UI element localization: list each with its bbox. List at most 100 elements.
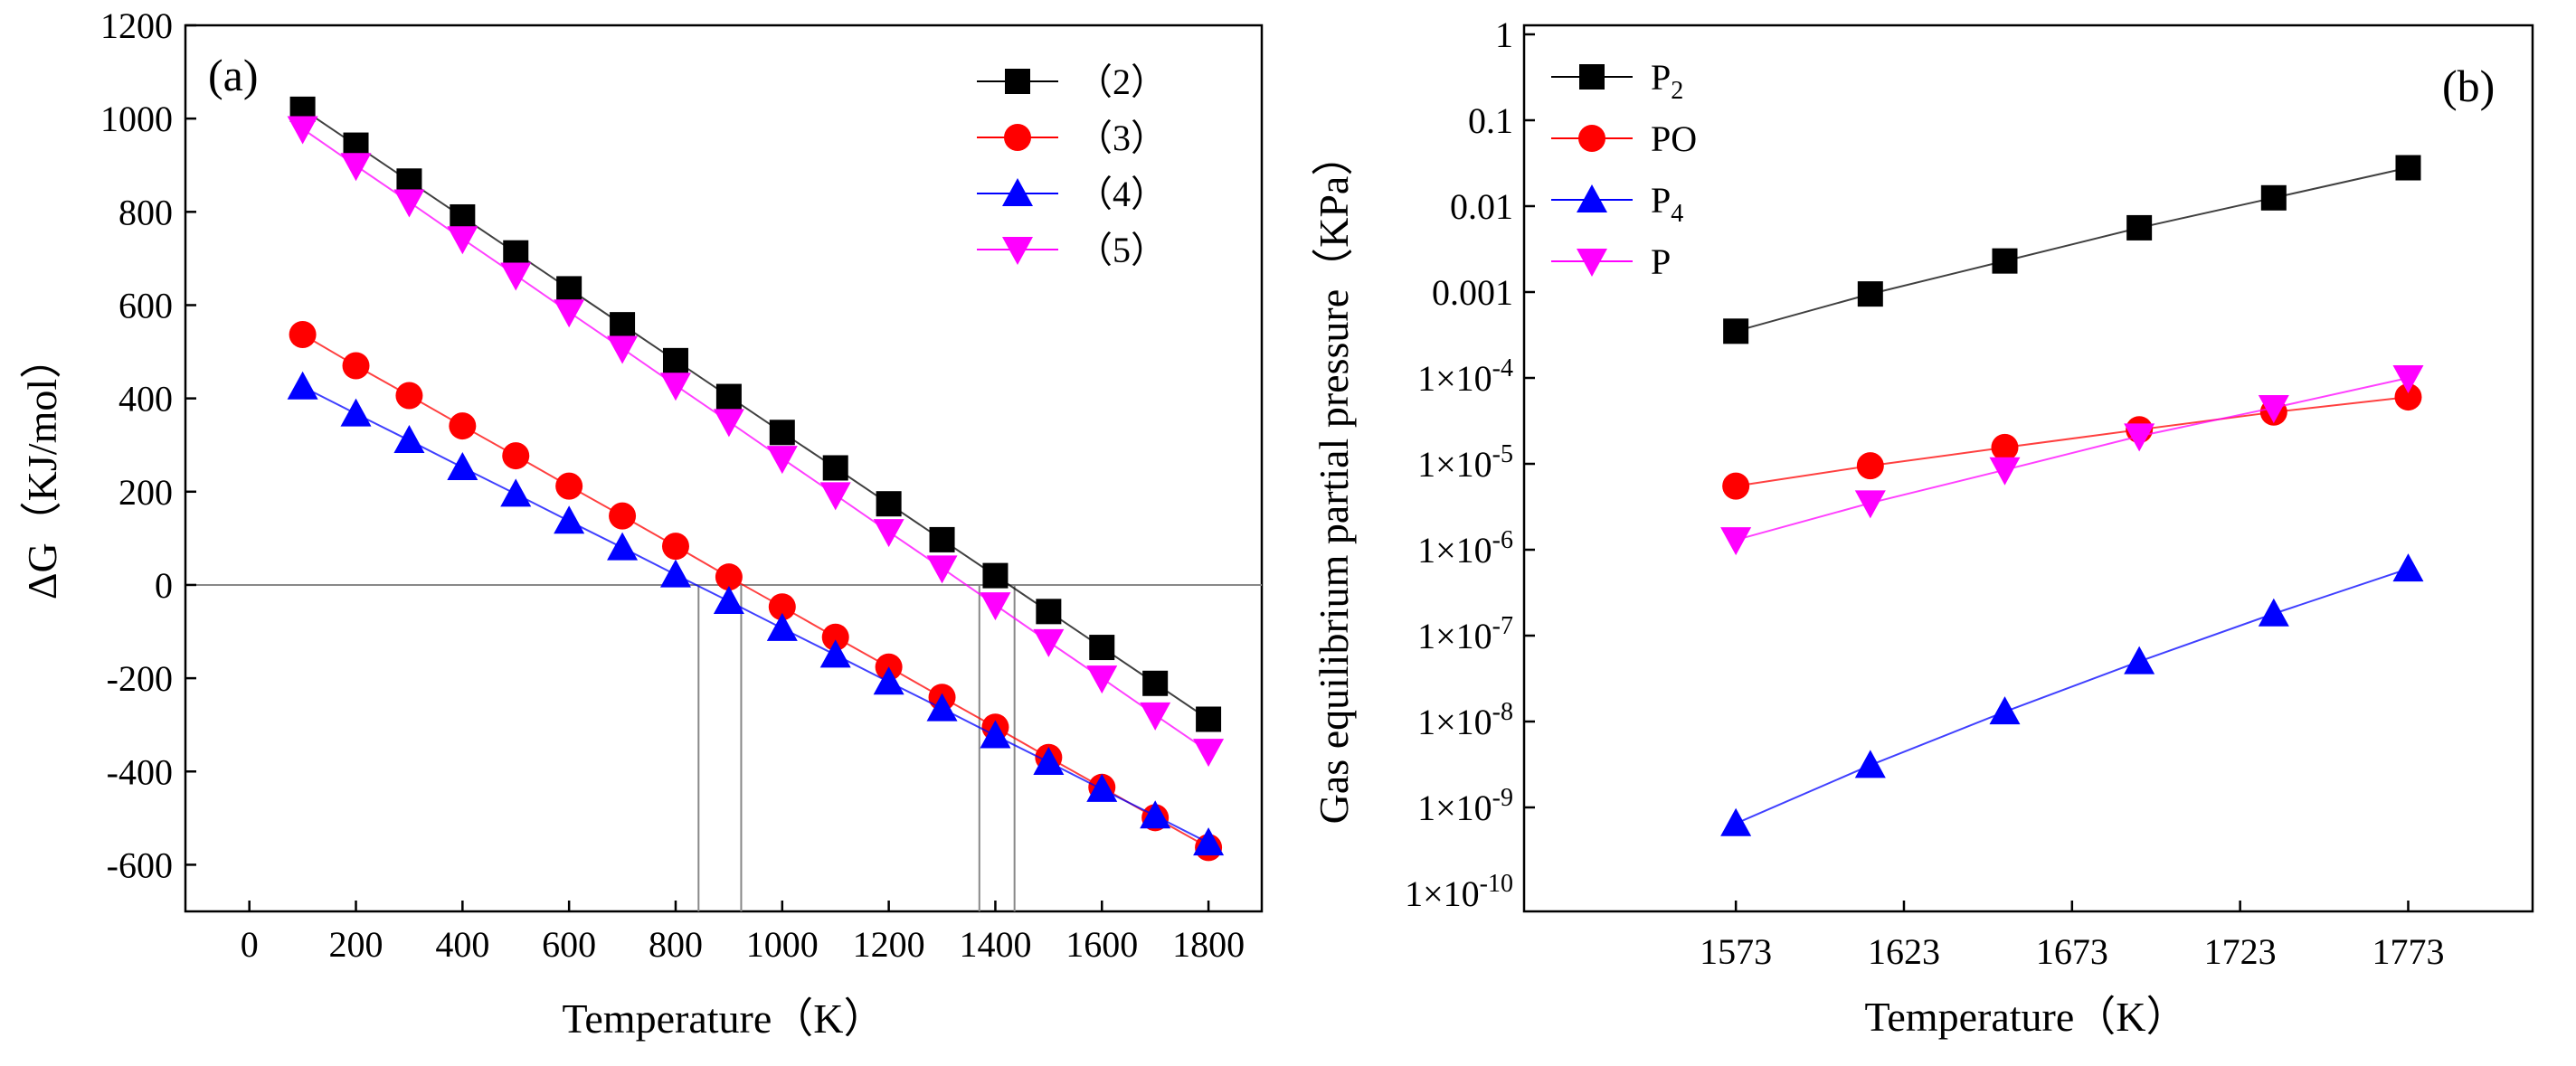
data-point: [1723, 318, 1749, 344]
legend-label: （5）: [1076, 230, 1167, 270]
data-point: [662, 347, 688, 373]
data-point: [502, 442, 530, 470]
data-point: [1140, 702, 1171, 731]
data-point: [1856, 452, 1884, 480]
data-point: [1142, 670, 1169, 696]
y-tick-label: 1000: [100, 99, 173, 139]
data-point: [819, 482, 851, 511]
y-tick-label: 200: [118, 472, 173, 513]
legend-label: （4）: [1076, 174, 1167, 214]
data-point: [980, 720, 1011, 749]
x-tick-label: 1673: [2036, 931, 2108, 972]
data-point: [1991, 433, 2019, 461]
data-point: [980, 592, 1011, 621]
x-tick-label: 400: [435, 924, 489, 965]
data-point: [447, 451, 478, 480]
y-tick-label: 1×10-5: [1417, 440, 1513, 485]
legend-marker: [1579, 64, 1605, 90]
panel-a-reference-lines: [185, 583, 1262, 911]
x-tick-label: 1723: [2204, 931, 2277, 972]
data-point: [342, 352, 370, 380]
data-point: [659, 373, 691, 401]
x-tick-label: 1400: [959, 924, 1031, 965]
y-tick-label: -400: [107, 751, 173, 792]
legend-label: （3）: [1076, 118, 1167, 158]
data-point: [821, 623, 849, 651]
data-point: [2392, 553, 2424, 582]
data-point: [556, 276, 582, 302]
legend-label: P: [1651, 241, 1671, 282]
data-point: [1854, 490, 1886, 519]
data-point: [554, 299, 585, 328]
panel-b-legend: P2 PO P4 P: [1551, 57, 1697, 282]
data-point: [609, 502, 637, 530]
data-point: [555, 472, 583, 500]
panel-b-y-axis-label: Gas equilibrium partial pressure（KPa）: [1311, 135, 1357, 825]
panel-b-label: (b): [2442, 61, 2495, 111]
data-point: [982, 562, 1009, 589]
series-line-1: [289, 96, 1222, 732]
data-point: [713, 409, 744, 438]
data-point: [1140, 800, 1171, 829]
x-tick-label: 1623: [1868, 931, 1940, 972]
data-point: [450, 203, 476, 230]
data-point: [500, 262, 532, 291]
legend-marker: [1578, 125, 1605, 152]
data-point: [500, 478, 532, 507]
panel-b-x-axis-label: Temperature（K）: [1865, 994, 2188, 1040]
data-point: [873, 666, 904, 695]
data-point: [2394, 383, 2422, 411]
data-point: [340, 398, 372, 427]
series-path: [302, 127, 1209, 752]
data-point: [715, 563, 743, 591]
data-point: [340, 153, 372, 182]
x-tick-label: 600: [542, 924, 596, 965]
series-line-4: [287, 116, 1225, 768]
legend-marker: [1005, 69, 1030, 94]
x-tick-label: 1573: [1700, 931, 1772, 972]
y-tick-label: 0.01: [1450, 186, 1513, 227]
y-tick-label: -600: [107, 844, 173, 885]
legend-label: P2: [1651, 57, 1683, 105]
legend-label: （2）: [1076, 61, 1167, 102]
panel-a-y-axis-label: ΔG（KJ/mol）: [19, 337, 65, 599]
data-point: [766, 446, 798, 475]
data-point: [1992, 248, 2018, 274]
panel-a-x-axis-label: Temperature（K）: [563, 995, 886, 1042]
data-point: [713, 586, 744, 614]
data-point: [1857, 281, 1883, 307]
data-point: [715, 383, 742, 410]
data-point: [819, 639, 851, 668]
y-tick-label: 1×10-6: [1417, 526, 1513, 571]
data-point: [769, 420, 795, 446]
y-tick-label: 1200: [100, 5, 173, 46]
series-path: [1736, 396, 2409, 487]
data-point: [1989, 696, 2021, 725]
y-tick-label: 1×10-10: [1405, 870, 1513, 914]
y-tick-label: 1×10-9: [1417, 784, 1513, 828]
data-point: [1720, 807, 1752, 836]
legend-marker: [1002, 178, 1033, 206]
data-point: [2258, 598, 2289, 627]
data-point: [2258, 394, 2289, 423]
series-line-2: [289, 320, 1223, 862]
data-point: [929, 526, 955, 552]
data-point: [2126, 214, 2153, 241]
legend-marker: [1002, 237, 1033, 265]
data-point: [607, 532, 639, 561]
data-point: [766, 612, 798, 641]
legend-marker: [1577, 184, 1607, 212]
data-point: [610, 312, 636, 338]
panel-b-frame: [1522, 24, 2534, 913]
y-tick-label: 1×10-4: [1417, 354, 1513, 399]
series-path: [1735, 377, 2409, 542]
data-point: [1036, 599, 1062, 625]
x-tick-label: 1000: [746, 924, 819, 965]
data-point: [2395, 155, 2421, 181]
y-tick-label: 600: [118, 285, 173, 325]
data-point: [1854, 750, 1886, 778]
data-point: [2260, 184, 2287, 211]
data-point: [2124, 423, 2155, 452]
data-point: [1086, 773, 1118, 802]
y-tick-label: 0.1: [1468, 100, 1513, 141]
